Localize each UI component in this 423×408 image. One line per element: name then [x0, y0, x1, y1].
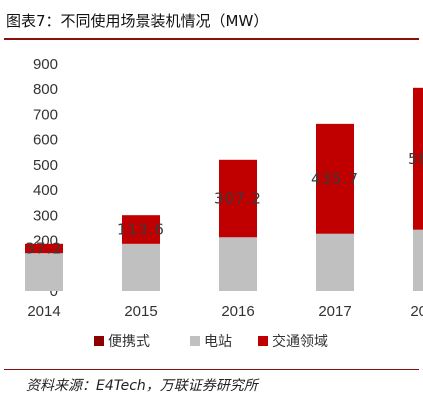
y-tick-label: 800 — [33, 81, 58, 98]
x-tick-label: 2014 — [27, 303, 60, 320]
y-tick-label: 700 — [33, 106, 58, 123]
source-note: 资料来源：E4Tech，万联证券研究所 — [26, 378, 258, 394]
bar-power-station — [122, 243, 160, 291]
bar-transport — [316, 123, 354, 234]
title-divider — [4, 38, 419, 40]
stacked-bar-chart: 0100200300400500600700800900 37.2113.630… — [25, 56, 423, 350]
legend: 便携式 电站 交通领域 — [94, 333, 328, 350]
x-tick-label: 2016 — [221, 303, 254, 320]
bar-transport — [122, 215, 160, 244]
bar-group — [25, 87, 423, 291]
bar-transport — [413, 87, 423, 230]
data-label: 562.6 — [408, 150, 423, 168]
legend-swatch-transport — [258, 336, 268, 346]
y-tick-label: 400 — [33, 182, 58, 199]
y-tick-label: 600 — [33, 132, 58, 149]
data-labels: 37.2 113.6 307.2 435.7 562.6 — [25, 150, 423, 258]
legend-label-portable: 便携式 — [108, 334, 150, 350]
data-label: 113.6 — [117, 221, 165, 239]
source-divider — [4, 369, 419, 370]
y-tick-label: 0 — [50, 283, 58, 300]
legend-label-transport: 交通领域 — [272, 333, 328, 350]
x-tick-label: 2018E — [410, 303, 423, 320]
y-tick-label: 900 — [33, 56, 58, 73]
figure-title: 图表7：不同使用场景装机情况（MW） — [6, 12, 269, 30]
legend-swatch-power-station — [190, 336, 200, 346]
bar-power-station — [219, 237, 257, 291]
legend-swatch-portable — [94, 336, 104, 346]
data-label: 435.7 — [311, 170, 359, 188]
x-tick-label: 2015 — [124, 303, 157, 320]
bar-transport — [219, 159, 257, 238]
y-tick-label: 500 — [33, 157, 58, 174]
x-axis: 2014 2015 2016 2017 2018E — [27, 303, 423, 320]
data-label: 307.2 — [214, 190, 262, 208]
data-label: 37.2 — [25, 239, 62, 257]
y-tick-label: 300 — [33, 207, 58, 224]
bar-transport — [25, 243, 63, 254]
bar-power-station — [25, 253, 63, 291]
x-tick-label: 2017 — [318, 303, 351, 320]
bar-power-station — [413, 229, 423, 291]
bar-power-station — [316, 233, 354, 291]
legend-label-power-station: 电站 — [204, 334, 232, 350]
